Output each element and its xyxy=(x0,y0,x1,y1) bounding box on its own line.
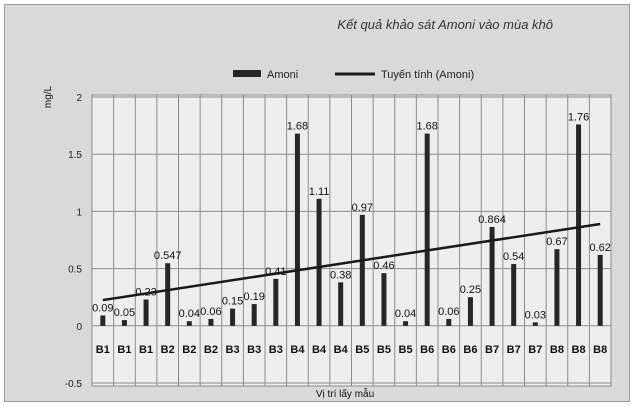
legend-label-amoni: Amoni xyxy=(267,69,298,81)
data-label-4: 0.04 xyxy=(179,308,200,320)
trendline xyxy=(102,222,601,302)
data-label-1: 0.05 xyxy=(114,307,135,319)
data-label-22: 1.76 xyxy=(568,111,589,123)
chart-title: Kết quả khảo sát Amoni vào mùa khô xyxy=(337,17,553,32)
bars xyxy=(100,124,603,326)
data-label-13: 0.46 xyxy=(373,260,394,272)
bar-20 xyxy=(532,322,538,326)
x-axis: B1 B1 B1 B2 B2 B2 B3 B3 B3 B4 B4 B4 B5 B5 B5 B6 B6 B6 B7 B7… xyxy=(96,344,607,356)
data-label-2: 0.23 xyxy=(135,286,156,298)
y-axis: -0.5 0 0.5 1 1.5 2 xyxy=(65,93,83,390)
x-tick-label-14: B5 xyxy=(399,344,413,356)
bar-12 xyxy=(359,214,365,326)
data-label-21: 0.67 xyxy=(546,236,567,248)
x-tick-label-22: B8 xyxy=(572,344,586,356)
x-tick-label-17: B6 xyxy=(463,344,477,356)
x-tick-label-19: B7 xyxy=(507,344,521,356)
y-tick-label-3: 1 xyxy=(76,207,82,218)
x-tick-label-3: B2 xyxy=(161,344,175,356)
y-tick-label-0: -0.5 xyxy=(65,379,83,390)
data-label-19: 0.54 xyxy=(503,251,524,263)
bar-15 xyxy=(424,133,430,326)
data-label-5: 0.06 xyxy=(200,306,221,318)
x-tick-label-4: B2 xyxy=(182,344,196,356)
bar-8 xyxy=(273,278,279,326)
bar-16 xyxy=(446,318,452,326)
data-label-16: 0.06 xyxy=(438,306,459,318)
data-label-9: 1.68 xyxy=(287,121,308,133)
x-tick-label-7: B3 xyxy=(247,344,261,356)
data-label-17: 0.25 xyxy=(460,284,481,296)
data-label-7: 0.19 xyxy=(243,291,264,303)
bar-0 xyxy=(100,315,106,326)
y-tick-label-4: 1.5 xyxy=(68,150,82,161)
data-label-18: 0.864 xyxy=(478,214,506,226)
bar-4 xyxy=(186,321,192,326)
data-label-0: 0.09 xyxy=(92,303,113,315)
x-tick-label-21: B8 xyxy=(550,344,564,356)
legend-label-trend: Tuyến tính (Amoni) xyxy=(381,69,474,81)
x-tick-label-0: B1 xyxy=(96,344,110,356)
data-label-3: 0.547 xyxy=(154,250,182,262)
data-label-23: 0.62 xyxy=(589,242,610,254)
bar-1 xyxy=(121,320,127,326)
bar-17 xyxy=(467,297,473,326)
grid xyxy=(91,95,612,386)
data-label-12: 0.97 xyxy=(352,202,373,214)
x-tick-label-23: B8 xyxy=(593,344,607,356)
x-tick-label-2: B1 xyxy=(139,344,153,356)
y-axis-label: mg/L xyxy=(43,85,54,108)
bar-3 xyxy=(165,263,171,326)
data-label-11: 0.38 xyxy=(330,269,351,281)
bar-7 xyxy=(251,304,257,326)
bar-18 xyxy=(489,226,495,326)
trendline-line xyxy=(102,222,601,302)
bar-9 xyxy=(294,133,300,326)
x-tick-label-18: B7 xyxy=(485,344,499,356)
x-tick-label-9: B4 xyxy=(290,344,305,356)
legend-swatch-amoni xyxy=(233,70,261,77)
data-label-14: 0.04 xyxy=(395,308,416,320)
bar-23 xyxy=(597,254,603,326)
chart: Kết quả khảo sát Amoni vào mùa khô Amoni… xyxy=(43,17,612,400)
y-tick-label-1: 0 xyxy=(76,322,82,333)
x-tick-label-8: B3 xyxy=(269,344,283,356)
bar-19 xyxy=(511,264,517,326)
bar-14 xyxy=(403,321,409,326)
x-tick-label-5: B2 xyxy=(204,344,218,356)
bar-22 xyxy=(576,124,582,326)
data-label-8: 0.41 xyxy=(265,266,286,278)
x-tick-label-15: B6 xyxy=(420,344,434,356)
bar-21 xyxy=(554,249,560,326)
bar-5 xyxy=(208,318,214,326)
data-label-10: 1.11 xyxy=(309,186,330,198)
y-tick-label-2: 0.5 xyxy=(68,265,82,276)
x-tick-label-11: B4 xyxy=(334,344,349,356)
bar-11 xyxy=(338,282,344,326)
data-label-15: 1.68 xyxy=(416,121,437,133)
x-tick-label-16: B6 xyxy=(442,344,456,356)
bar-10 xyxy=(316,198,322,326)
y-tick-label-5: 2 xyxy=(76,93,82,104)
x-tick-label-12: B5 xyxy=(355,344,369,356)
chart-frame: Kết quả khảo sát Amoni vào mùa khô Amoni… xyxy=(4,4,630,402)
x-tick-label-20: B7 xyxy=(528,344,542,356)
data-label-20: 0.03 xyxy=(525,309,546,321)
x-tick-label-1: B1 xyxy=(117,344,131,356)
x-tick-label-13: B5 xyxy=(377,344,391,356)
data-label-6: 0.15 xyxy=(222,296,243,308)
x-tick-label-6: B3 xyxy=(226,344,240,356)
x-axis-label: Vị trí lấy mẫu xyxy=(316,387,374,400)
x-tick-label-10: B4 xyxy=(312,344,327,356)
bar-2 xyxy=(143,299,149,326)
bar-13 xyxy=(381,273,387,326)
legend: Amoni Tuyến tính (Amoni) xyxy=(233,69,474,81)
bar-6 xyxy=(230,308,236,326)
